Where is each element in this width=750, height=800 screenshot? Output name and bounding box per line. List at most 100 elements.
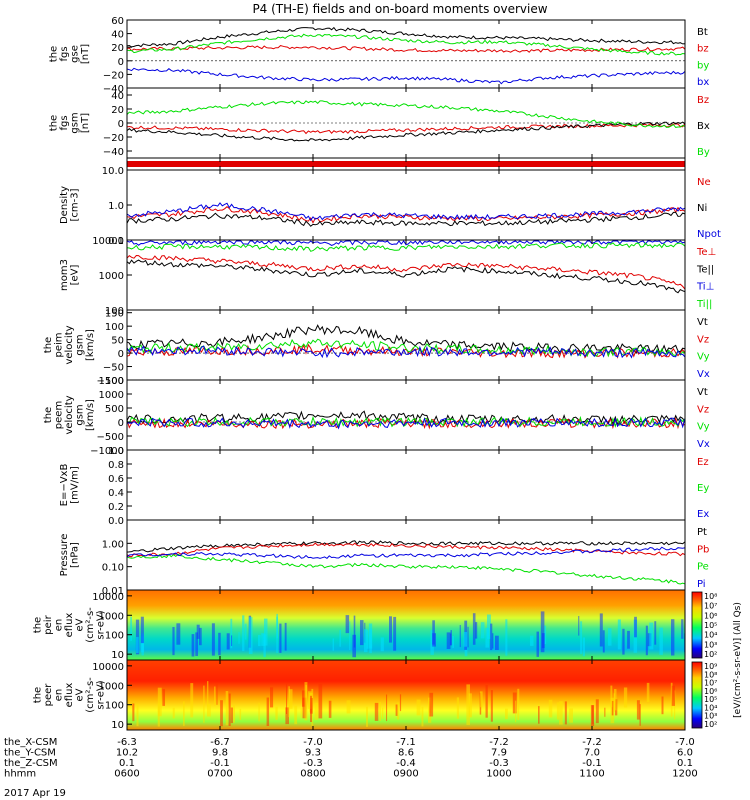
spectrogram-streak (286, 683, 288, 714)
spectrogram-streak (214, 686, 216, 706)
y-axis-label: [nPa] (69, 542, 80, 568)
y-axis-label: the (48, 46, 59, 62)
x-axis-value: 1000 (486, 769, 511, 780)
spectrogram-streak (300, 708, 302, 718)
x-axis-row-label: the_X-CSM (4, 737, 57, 748)
panel-7: 1500 1000 500 0 −500 −1000 the peem velocity gsm[… (43, 376, 710, 457)
spectrogram-streak (318, 684, 323, 719)
spectrogram-streak (463, 632, 468, 647)
spectrogram-streak (332, 638, 334, 651)
spectrogram-streak (544, 625, 547, 644)
spectrogram-streak (288, 686, 290, 717)
colorbar-tick-label: 10³ (704, 712, 717, 721)
y-tick-label: 0 (118, 349, 124, 360)
x-axis-row-label: the_Y-CSM (4, 748, 56, 759)
y-axis-label: sr-eV) (96, 680, 107, 709)
spectrogram-streak (389, 616, 392, 643)
spectrogram-streak (230, 707, 233, 724)
spectrogram-streak (610, 685, 613, 708)
y-tick-label: −500 (97, 432, 124, 443)
spectrogram-streak (538, 706, 540, 724)
y-axis-label: en (54, 619, 65, 632)
spectrogram-streak (140, 616, 144, 644)
series-vx-line (126, 417, 686, 430)
colorbar-bar (691, 591, 703, 659)
series-pb-line (126, 542, 686, 558)
series-bt-line (126, 26, 686, 48)
series-npot-line (126, 202, 686, 222)
x-axis-value: 0.1 (677, 758, 693, 769)
x-axis-value: 0600 (114, 769, 139, 780)
x-axis-value: 7.9 (491, 748, 507, 759)
x-axis-value: -7.1 (396, 737, 416, 748)
y-tick-label: −1000 (90, 446, 124, 457)
panel-frame (126, 519, 686, 591)
spectrogram-streak (564, 701, 567, 725)
x-axis-value: 1100 (579, 769, 604, 780)
y-axis-label: mom3 (59, 259, 70, 291)
y-tick-label: 10 (111, 720, 124, 731)
spectrogram-streak (230, 618, 233, 649)
spectrogram-streak (559, 701, 563, 725)
spectrogram-streak (671, 685, 675, 706)
y-axis-label: eflux (64, 683, 75, 708)
legend-vz: Vz (697, 404, 709, 415)
spectrogram-streak (645, 625, 648, 656)
legend-vz: Vz (697, 334, 709, 345)
panel-9: 1.00 0.10 0.01 Pressure [nPa] Pt Pb Pe Pi (59, 519, 709, 597)
x-axis-value: 0900 (393, 769, 418, 780)
spectrogram-streak (505, 708, 508, 720)
y-axis-label: peir (43, 614, 54, 634)
spectrogram-streak (634, 616, 637, 638)
spectrogram-streak (636, 700, 640, 720)
y-tick-label: 0.01 (102, 586, 124, 597)
legend-bz: bz (697, 44, 709, 55)
y-tick-label: 10 (111, 650, 124, 661)
y-axis-label: peer (43, 683, 54, 707)
y-tick-label: −100 (97, 376, 124, 387)
spectrogram-streak (369, 629, 372, 654)
spectrogram-streak (366, 630, 369, 649)
spectrogram-streak (242, 615, 245, 652)
y-tick-label: 0.2 (108, 502, 124, 513)
x-axis-value: 0800 (300, 769, 325, 780)
spectrogram-streak (627, 630, 630, 649)
x-axis-value: 9.8 (212, 748, 228, 759)
y-tick-label: 0 (118, 57, 124, 68)
spectrogram-streak (276, 613, 278, 639)
spectrogram-streak (136, 636, 139, 653)
spectrogram-streak (157, 687, 162, 717)
legend-ti: Ti⊥ (696, 282, 714, 293)
spectrogram-streak (487, 614, 491, 639)
series-bz-line (126, 122, 686, 135)
y-axis-label: [nT] (80, 113, 91, 133)
panel-frame (126, 379, 686, 451)
spectrogram-streak (472, 613, 476, 645)
spectrogram-streak (199, 627, 202, 646)
spectrogram-streak (540, 611, 545, 653)
spectrogram-streak (203, 685, 205, 723)
spectrogram-streak (172, 707, 175, 719)
series-by-line (126, 100, 686, 128)
series-vt-line (126, 324, 686, 354)
spectrogram-streak (136, 704, 139, 727)
x-axis-value: -7.0 (303, 737, 323, 748)
legend-ti: Ti|| (696, 299, 712, 310)
x-axis-value: -6.7 (210, 737, 230, 748)
colorbar-bar (691, 661, 703, 729)
colorbar-tick-label: 10⁷ (704, 602, 717, 611)
spectrogram-streak (582, 637, 585, 657)
y-axis-label: gsm (75, 404, 86, 425)
colorbar-tick-label: 10⁴ (704, 631, 717, 640)
spectrogram-streak (346, 700, 351, 714)
flag-bar (127, 161, 685, 167)
x-axis-value: 0700 (207, 769, 232, 780)
spectrogram-streak (608, 628, 612, 646)
spectrogram-streak (349, 621, 351, 651)
colorbar-tick-label: 10⁵ (704, 695, 717, 704)
spectrogram-streak (421, 706, 424, 727)
legend-vt: Vt (697, 317, 708, 328)
colorbar-tick-label: 10³ (704, 640, 717, 649)
